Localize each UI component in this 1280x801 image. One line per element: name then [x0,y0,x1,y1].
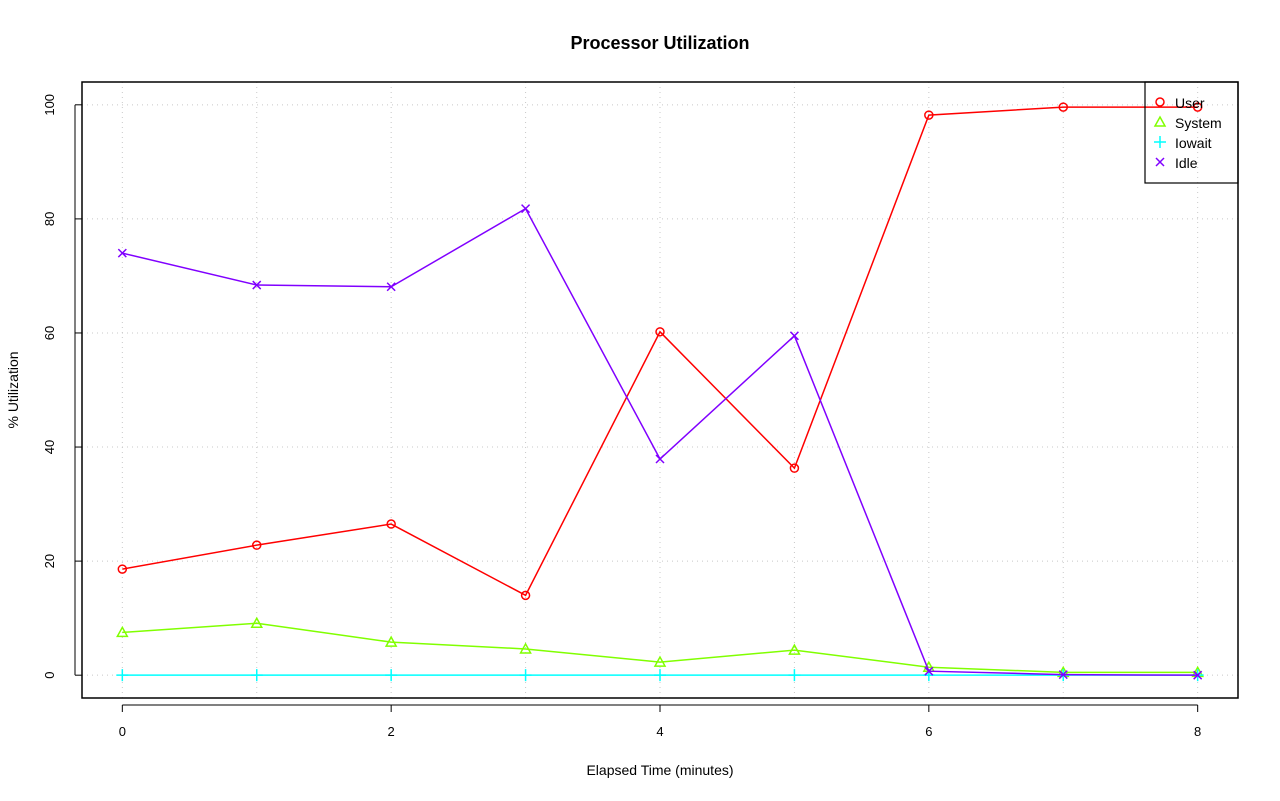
legend-idle-label: Idle [1175,155,1198,171]
idle-point [252,280,262,290]
y-tick-label: 20 [42,554,57,568]
x-tick-label: 8 [1194,724,1201,739]
user-point [386,519,396,529]
idle-point [924,666,934,676]
idle-point [655,454,665,464]
iowait-point [654,669,666,682]
x-tick-label: 2 [388,724,395,739]
legend-system-label: System [1175,115,1222,131]
iowait-point [519,669,532,682]
legend-iowait-icon [1154,136,1166,148]
y-tick-label: 60 [42,326,57,340]
legend-idle-icon [1155,157,1165,167]
series-idle [117,204,1203,680]
user-line [122,106,1198,597]
legend-iowait-label: Iowait [1175,135,1212,151]
system-point [653,655,667,667]
idle-point [1193,670,1203,680]
idle-line [122,207,1198,676]
idle-point [789,331,799,341]
iowait-point [385,669,398,682]
idle-point [1058,670,1068,680]
y-tick-label: 100 [42,94,57,116]
system-point [384,635,398,647]
user-point [251,540,262,550]
chart-title: Processor Utilization [570,33,749,53]
user-point [1058,102,1069,112]
user-point [924,110,934,120]
x-axis-label: Elapsed Time (minutes) [586,762,733,778]
idle-point [521,204,531,214]
y-tick-label: 80 [42,212,57,226]
y-tick-label: 40 [42,440,57,454]
system-point [250,616,264,629]
series-user [117,102,1203,601]
legend-system-icon [1153,115,1167,127]
y-tick-label: 0 [42,672,57,679]
legend-user-label: User [1175,95,1205,111]
user-point [117,564,128,574]
iowait-point [788,669,801,682]
iowait-point [116,669,129,682]
user-point [789,463,800,473]
idle-point [386,282,396,292]
system-point [519,642,532,654]
legend: User System Iowait Idle [1144,81,1239,184]
user-point [520,590,531,601]
y-axis-label: % Utilization [5,351,21,428]
legend-box [1144,81,1239,184]
x-tick-label: 0 [119,724,126,739]
x-tick-label: 6 [925,724,932,739]
system-line [122,622,1198,674]
system-point [788,643,801,655]
legend-user-icon [1155,97,1165,107]
x-tick-label: 4 [656,724,663,739]
idle-point [117,248,127,258]
system-point [116,625,129,638]
plot-frame [81,81,1239,699]
series-iowait [116,669,1204,682]
user-point [1192,102,1203,112]
user-point [655,327,665,337]
iowait-point [250,669,263,682]
